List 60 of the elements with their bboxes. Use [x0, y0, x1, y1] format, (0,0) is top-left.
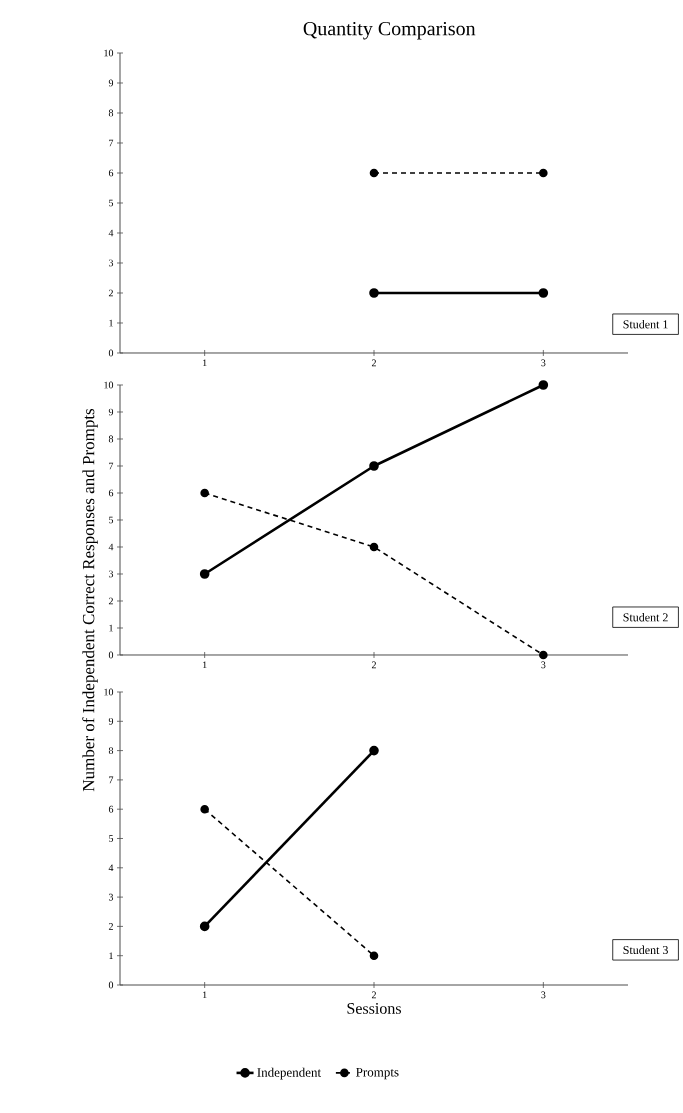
y-tick-label: 7	[109, 139, 114, 147]
annotation: Student 2	[623, 612, 668, 622]
y-tick-label: 9	[108, 408, 114, 416]
point	[200, 804, 209, 814]
y-tick-label: 4	[108, 864, 114, 872]
point	[538, 380, 549, 390]
y-tick-label: 3	[108, 259, 114, 267]
y-tick-label: 6	[108, 489, 114, 497]
y-tick-label: 5	[109, 835, 114, 842]
x-tick-label: 3	[541, 359, 546, 367]
y-tick-label: 4	[108, 543, 114, 551]
y-tick-label: 2	[108, 289, 113, 297]
point	[369, 542, 379, 552]
y-tick-label: 1	[109, 624, 113, 632]
chart-title: Quantity Comparison	[303, 21, 476, 40]
point	[369, 745, 379, 756]
y-tick-label: 9	[108, 79, 114, 87]
y-tick-label: 6	[108, 169, 114, 177]
y-tick-label: 6	[108, 805, 114, 813]
y-tick-label: 4	[108, 229, 114, 237]
y-tick-label: 2	[108, 597, 113, 605]
x-tick-label: 3	[541, 661, 546, 669]
y-tick-label: 5	[109, 516, 114, 524]
y-tick-label: 0	[108, 651, 114, 659]
point	[199, 569, 210, 579]
x-tick-label: 2	[371, 991, 376, 999]
x-tick-label: 3	[541, 991, 546, 999]
y-tick-label: 3	[108, 893, 114, 901]
y-tick-label: 8	[108, 435, 114, 443]
annotation: Student 3	[623, 945, 668, 955]
x-tick-label: 1	[203, 991, 207, 999]
y-tick-label: 2	[108, 923, 113, 930]
y-tick-label: 8	[108, 109, 114, 117]
x-tick-label: 1	[203, 359, 207, 367]
point	[369, 951, 379, 960]
legend-label: Independent	[257, 1067, 322, 1080]
y-tick-label: 8	[108, 747, 114, 754]
legend-label: Prompts	[356, 1067, 399, 1080]
point	[199, 921, 210, 932]
x-axis-title: Sessions	[347, 1003, 401, 1014]
y-tick-label: 7	[109, 776, 114, 784]
y-axis-title: Number of Independent Correct Responses and Prompts	[82, 408, 98, 792]
annotation: Student 1	[623, 319, 668, 329]
point	[539, 650, 548, 660]
y-tick-label: 1	[109, 319, 113, 327]
point	[200, 488, 209, 498]
y-tick-label: 7	[109, 462, 114, 470]
y-tick-label: 10	[104, 688, 114, 696]
point	[369, 461, 379, 471]
x-tick-label: 1	[203, 661, 207, 669]
y-tick-label: 3	[108, 570, 114, 578]
x-tick-label: 2	[371, 359, 376, 367]
y-tick-label: 9	[108, 717, 114, 725]
y-tick-label: 1	[109, 952, 113, 959]
x-tick-label: 2	[371, 661, 376, 669]
y-tick-label: 10	[104, 49, 114, 57]
y-tick-label: 0	[108, 349, 114, 357]
y-tick-label: 5	[109, 199, 114, 207]
y-tick-label: 10	[104, 381, 114, 389]
y-tick-label: 0	[108, 981, 114, 989]
